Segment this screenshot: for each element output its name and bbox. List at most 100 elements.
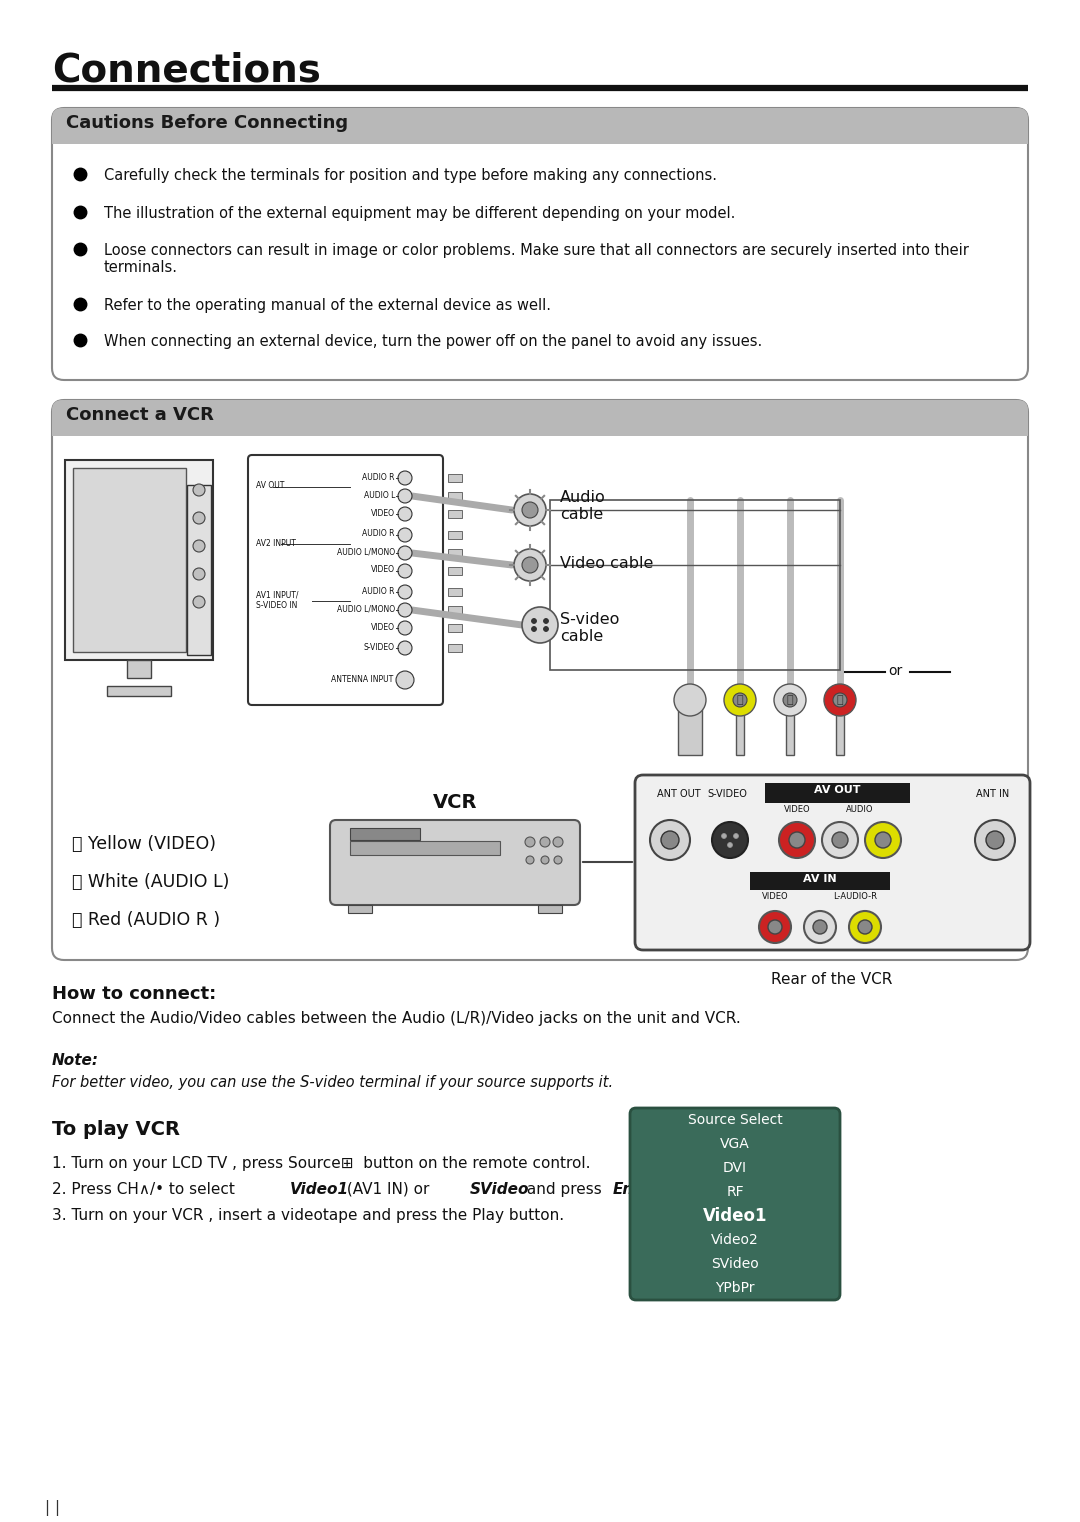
Text: Connections: Connections [52,52,321,90]
Bar [786,700,794,755]
Circle shape [789,833,805,848]
Text: Carefully check the terminals for position and type before making any connection: Carefully check the terminals for positi… [104,167,717,183]
FancyBboxPatch shape [248,455,443,705]
Circle shape [824,683,856,715]
Text: 2. Press CH∧/• to select: 2. Press CH∧/• to select [52,1183,240,1196]
Text: The illustration of the external equipment may be different depending on your mo: The illustration of the external equipme… [104,205,735,221]
Bar [448,587,462,597]
Bar [735,700,744,755]
Text: Cautions Before Connecting: Cautions Before Connecting [66,114,348,132]
Circle shape [399,621,411,635]
Bar [678,700,702,755]
Circle shape [858,919,872,935]
Circle shape [779,822,815,858]
Circle shape [541,855,549,864]
Circle shape [399,603,411,616]
Bar [836,700,843,755]
Bar [750,872,890,890]
Text: ⓦ: ⓦ [786,696,794,705]
Text: ANT IN: ANT IN [976,788,1010,799]
Bar [448,510,462,517]
Circle shape [768,919,782,935]
Bar [448,492,462,501]
Text: VGA: VGA [720,1137,750,1151]
Bar [65,460,213,661]
Bar [448,473,462,482]
Bar [765,782,910,804]
Circle shape [650,820,690,860]
Circle shape [540,837,550,848]
Circle shape [522,557,538,572]
FancyBboxPatch shape [52,400,1028,960]
Circle shape [543,618,549,624]
Text: AUDIO: AUDIO [847,805,874,814]
Text: 1. Turn on your LCD TV , press Source⊞  button on the remote control.: 1. Turn on your LCD TV , press Source⊞ b… [52,1157,591,1170]
Text: AUDIO L/MONO: AUDIO L/MONO [337,604,395,613]
Circle shape [514,495,546,527]
Text: AV OUT: AV OUT [256,481,284,490]
Text: AV OUT: AV OUT [813,785,861,794]
Bar [448,644,462,651]
Text: AUDIO L/MONO: AUDIO L/MONO [337,548,395,557]
FancyBboxPatch shape [630,1108,840,1300]
Bar [448,624,462,632]
Circle shape [804,912,836,944]
Text: VIDEO: VIDEO [784,805,810,814]
Text: SVideo: SVideo [470,1183,529,1196]
Circle shape [399,470,411,486]
Circle shape [721,834,727,839]
Bar [350,842,500,855]
Text: Refer to the operating manual of the external device as well.: Refer to the operating manual of the ext… [104,298,551,314]
Text: and press: and press [522,1183,607,1196]
Text: AV1 INPUT/
S-VIDEO IN: AV1 INPUT/ S-VIDEO IN [256,591,298,610]
Text: DVI: DVI [723,1161,747,1175]
Text: VIDEO: VIDEO [372,622,395,632]
Circle shape [399,489,411,502]
Circle shape [525,837,535,848]
FancyBboxPatch shape [52,108,1028,380]
Circle shape [986,831,1004,849]
Text: | |: | | [45,1501,60,1516]
Text: AUDIO R: AUDIO R [363,530,395,539]
Text: AUDIO R: AUDIO R [363,586,395,595]
Circle shape [849,912,881,944]
Circle shape [813,919,827,935]
Text: How to connect:: How to connect: [52,985,216,1003]
Text: Source Select: Source Select [688,1113,782,1126]
Bar [107,686,171,696]
Circle shape [783,693,797,708]
Text: ANT OUT: ANT OUT [657,788,701,799]
Circle shape [733,834,739,839]
Circle shape [193,484,205,496]
Circle shape [833,693,847,708]
Bar [538,906,562,913]
Circle shape [514,549,546,581]
Bar [448,549,462,557]
Circle shape [832,833,848,848]
Circle shape [822,822,858,858]
Text: YPbPr: YPbPr [715,1282,755,1295]
Text: Video cable: Video cable [561,556,653,571]
Text: 3. Turn on your VCR , insert a videotape and press the Play button.: 3. Turn on your VCR , insert a videotape… [52,1208,564,1224]
Circle shape [399,528,411,542]
Text: Connect the Audio/Video cables between the Audio (L/R)/Video jacks on the unit a: Connect the Audio/Video cables between t… [52,1011,741,1026]
Circle shape [526,855,534,864]
Text: Connect a VCR: Connect a VCR [66,406,214,425]
Text: For better video, you can use the S-video terminal if your source supports it.: For better video, you can use the S-vide… [52,1075,613,1090]
Bar [448,568,462,575]
Circle shape [396,671,414,689]
Circle shape [399,546,411,560]
Circle shape [661,831,679,849]
Text: ⓡ: ⓡ [837,696,843,705]
Text: S-VIDEO: S-VIDEO [364,642,395,651]
Text: Video1: Video1 [703,1207,767,1225]
Text: VIDEO: VIDEO [372,566,395,574]
Text: Video1: Video1 [291,1183,349,1196]
Circle shape [774,683,806,715]
Text: AUDIO R: AUDIO R [363,472,395,481]
Circle shape [193,511,205,524]
Circle shape [712,822,748,858]
Bar [448,606,462,613]
Text: RF: RF [726,1186,744,1199]
Bar [127,661,151,677]
